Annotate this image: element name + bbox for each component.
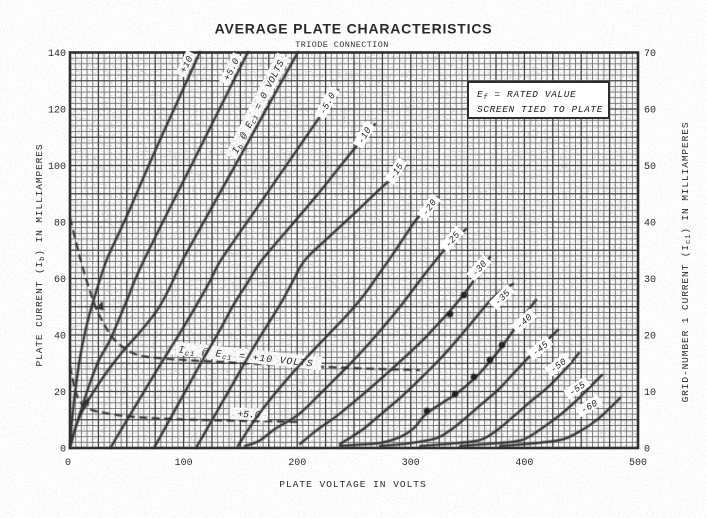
- svg-text:40: 40: [54, 332, 66, 343]
- svg-text:60: 60: [54, 275, 66, 286]
- svg-text:60: 60: [644, 106, 656, 117]
- svg-text:GRID-NUMBER 1 CURRENT (Ic1) IN: GRID-NUMBER 1 CURRENT (Ic1) IN MILLIAMPE…: [680, 122, 693, 403]
- svg-text:0: 0: [60, 445, 66, 456]
- svg-text:SCREEN TIED TO PLATE: SCREEN TIED TO PLATE: [477, 104, 603, 115]
- svg-text:120: 120: [48, 106, 66, 117]
- svg-text:10: 10: [644, 388, 656, 399]
- svg-text:140: 140: [48, 49, 66, 60]
- svg-text:100: 100: [175, 458, 193, 469]
- svg-text:PLATE CURRENT (Ib) IN MILLIAMP: PLATE CURRENT (Ib) IN MILLIAMPERES: [34, 144, 47, 367]
- svg-text:TRIODE CONNECTION: TRIODE CONNECTION: [295, 40, 389, 50]
- svg-text:70: 70: [644, 49, 656, 60]
- svg-text:PLATE VOLTAGE IN VOLTS: PLATE VOLTAGE IN VOLTS: [279, 479, 426, 490]
- svg-text:400: 400: [515, 458, 533, 469]
- svg-text:20: 20: [54, 388, 66, 399]
- svg-text:80: 80: [54, 219, 66, 230]
- svg-text:100: 100: [48, 162, 66, 173]
- svg-text:40: 40: [644, 219, 656, 230]
- svg-text:AVERAGE PLATE CHARACTERISTICS: AVERAGE PLATE CHARACTERISTICS: [215, 21, 493, 37]
- svg-text:30: 30: [644, 275, 656, 286]
- svg-text:50: 50: [644, 162, 656, 173]
- svg-text:0: 0: [65, 458, 71, 469]
- svg-text:500: 500: [629, 458, 647, 469]
- svg-text:20: 20: [644, 332, 656, 343]
- svg-text:300: 300: [402, 458, 420, 469]
- svg-text:200: 200: [288, 458, 306, 469]
- svg-text:0: 0: [644, 445, 650, 456]
- svg-text:Ef = RATED VALUE: Ef = RATED VALUE: [477, 89, 576, 102]
